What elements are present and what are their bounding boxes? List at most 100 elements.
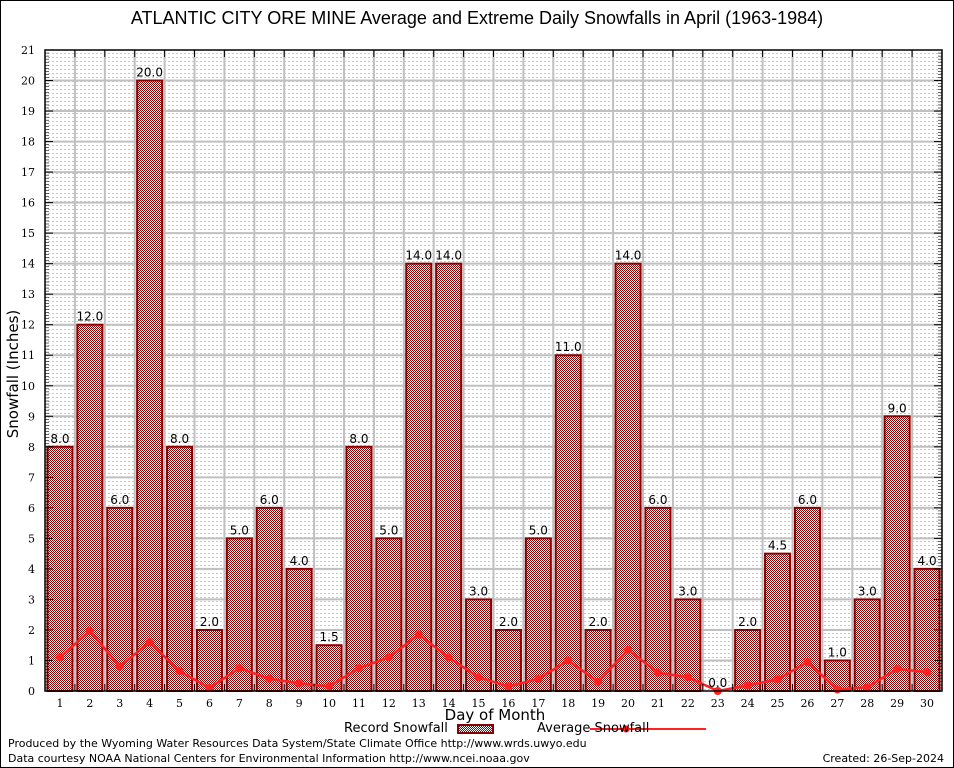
average-point	[743, 681, 752, 690]
average-point	[833, 685, 842, 694]
record-bar	[435, 262, 463, 692]
bar-value-label: 6.0	[648, 493, 667, 507]
average-point	[803, 658, 812, 667]
record-bar	[764, 552, 792, 693]
x-tick-label: 7	[236, 697, 243, 710]
record-bar	[465, 598, 493, 693]
y-tick-label: 10	[21, 380, 35, 393]
average-point	[893, 665, 902, 674]
bar-value-label: 2.0	[589, 615, 608, 629]
average-point	[115, 662, 124, 671]
average-point	[594, 677, 603, 686]
x-tick-label: 12	[382, 697, 396, 710]
bar-value-label: 5.0	[379, 523, 398, 537]
average-point	[85, 626, 94, 635]
x-tick-label: 21	[651, 697, 665, 710]
average-point	[504, 682, 513, 691]
bar-value-label: 8.0	[50, 432, 69, 446]
footer-created-date: Created: 26-Sep-2024	[822, 752, 944, 765]
x-tick-label: 9	[296, 697, 303, 710]
average-point	[205, 683, 214, 692]
x-tick-label: 4	[146, 697, 153, 710]
average-point	[444, 653, 453, 662]
y-tick-label: 0	[28, 685, 35, 698]
y-tick-label: 9	[28, 410, 35, 423]
x-tick-label: 29	[890, 697, 904, 710]
footer-data-courtesy: Data courtesy NOAA National Centers for …	[8, 752, 530, 765]
y-tick-label: 12	[21, 319, 35, 332]
y-tick-label: 11	[21, 349, 35, 362]
plot-border	[44, 49, 943, 692]
record-bar	[494, 628, 522, 693]
average-point	[564, 656, 573, 665]
record-bar	[166, 445, 194, 692]
x-tick-label: 18	[561, 697, 575, 710]
bar-value-label: 2.0	[738, 615, 757, 629]
average-point	[773, 675, 782, 684]
x-tick-label: 16	[501, 697, 515, 710]
bar-value-label: 5.0	[529, 523, 548, 537]
average-point	[55, 653, 64, 662]
bar-value-label: 4.0	[918, 554, 937, 568]
y-tick-label: 8	[28, 441, 35, 454]
bar-value-label: 5.0	[230, 523, 249, 537]
record-bar	[644, 506, 672, 692]
chart-title: ATLANTIC CITY ORE MINE Average and Extre…	[130, 8, 824, 28]
x-tick-label: 3	[116, 697, 123, 710]
average-line	[59, 629, 928, 693]
bar-value-label: 6.0	[798, 493, 817, 507]
record-bar	[614, 262, 642, 692]
bar-value-label: 4.0	[290, 554, 309, 568]
record-bar	[76, 323, 104, 692]
y-tick-label: 1	[28, 654, 35, 667]
bar-value-label: 11.0	[555, 340, 582, 354]
average-point	[474, 673, 483, 682]
x-tick-label: 24	[741, 697, 755, 710]
average-point	[414, 630, 423, 639]
x-tick-label: 19	[591, 697, 605, 710]
y-tick-label: 2	[28, 624, 35, 637]
bar-value-label: 14.0	[615, 249, 642, 263]
bar-value-label: 1.5	[320, 630, 339, 644]
y-tick-label: 19	[21, 105, 35, 118]
bar-value-label: 6.0	[260, 493, 279, 507]
bar-value-label: 8.0	[349, 432, 368, 446]
bar-value-label: 2.0	[200, 615, 219, 629]
average-point	[863, 683, 872, 692]
y-tick-label: 18	[21, 136, 35, 149]
y-tick-label: 4	[28, 563, 35, 576]
legend-record-swatch	[457, 724, 494, 734]
x-axis-label: Day of Month	[444, 706, 546, 724]
bar-value-label: 8.0	[170, 432, 189, 446]
average-point	[325, 682, 334, 691]
average-point	[265, 674, 274, 683]
average-point	[683, 673, 692, 682]
record-bar	[883, 415, 911, 692]
x-tick-label: 6	[206, 697, 213, 710]
x-tick-label: 2	[86, 697, 93, 710]
bar-value-label: 2.0	[499, 615, 518, 629]
bar-value-label: 1.0	[828, 645, 847, 659]
x-tick-label: 11	[352, 697, 366, 710]
x-tick-label: 22	[681, 697, 695, 710]
y-tick-label: 15	[21, 227, 35, 240]
y-tick-label: 6	[28, 502, 35, 515]
y-tick-label: 7	[28, 471, 35, 484]
record-bar	[136, 79, 164, 693]
bar-value-label: 12.0	[76, 310, 103, 324]
record-bar	[554, 354, 582, 692]
bar-value-label: 0.0	[708, 676, 727, 690]
record-bar	[405, 262, 433, 692]
x-tick-label: 26	[800, 697, 814, 710]
y-tick-label: 14	[21, 258, 35, 271]
x-tick-label: 28	[860, 697, 874, 710]
average-point	[145, 638, 154, 647]
bar-value-label: 3.0	[469, 584, 488, 598]
record-bar	[524, 537, 552, 693]
y-tick-label: 20	[21, 75, 35, 88]
x-tick-label: 25	[771, 697, 785, 710]
x-tick-label: 15	[472, 697, 486, 710]
record-bar	[285, 567, 313, 693]
x-tick-label: 8	[266, 697, 273, 710]
record-bar	[255, 506, 283, 692]
